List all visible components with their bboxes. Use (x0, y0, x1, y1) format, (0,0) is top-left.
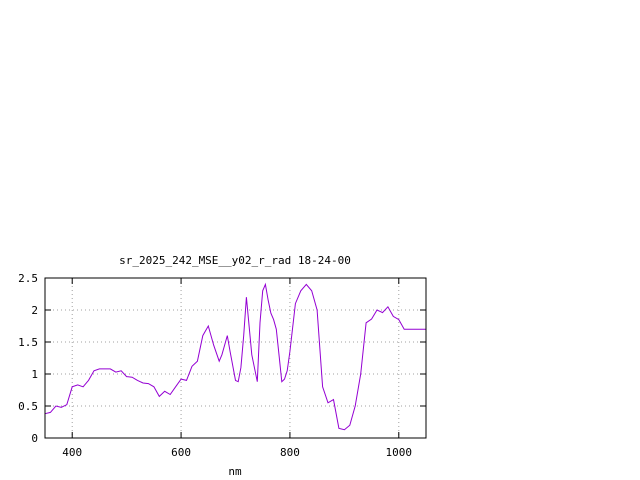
tick-labels: 0 0.5 1 1.5 2 2.5 400 600 800 1000 (18, 272, 412, 459)
x-tick-label: 1000 (386, 446, 413, 459)
y-tick-label: 1.5 (18, 336, 38, 349)
x-axis-label: nm (228, 465, 242, 478)
y-tick-label: 1 (31, 368, 38, 381)
y-tick-label: 0.5 (18, 400, 38, 413)
y-tick-label: 2.5 (18, 272, 38, 285)
y-tick-label: 0 (31, 432, 38, 445)
x-tick-label: 800 (280, 446, 300, 459)
data-series (44, 282, 426, 431)
plot-frame (44, 277, 427, 439)
grid-lines (45, 278, 426, 438)
chart-title: sr_2025_242_MSE__y02_r_rad 18-24-00 (119, 254, 351, 267)
x-tick-label: 600 (171, 446, 191, 459)
x-tick-label: 400 (62, 446, 82, 459)
y-tick-label: 2 (31, 304, 38, 317)
axes (45, 277, 426, 439)
series-line (44, 282, 426, 431)
